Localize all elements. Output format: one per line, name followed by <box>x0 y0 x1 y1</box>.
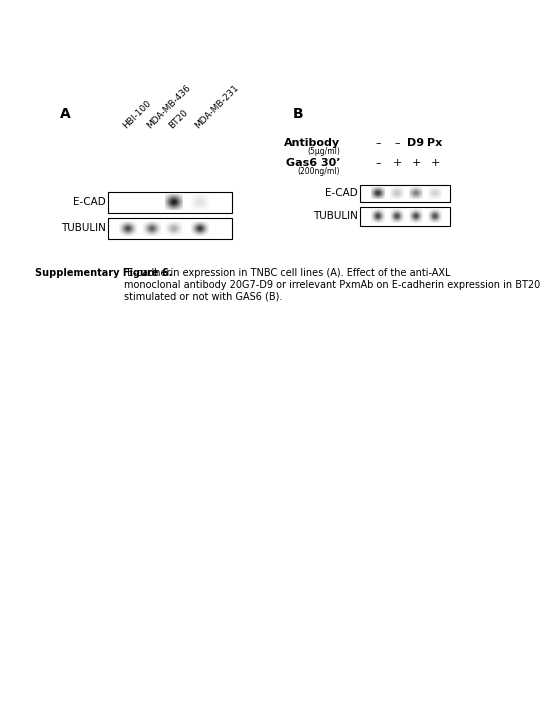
Text: TUBULIN: TUBULIN <box>313 211 358 221</box>
Text: Antibody: Antibody <box>284 138 340 148</box>
Text: Px: Px <box>427 138 443 148</box>
Text: +: + <box>393 158 402 168</box>
Bar <box>360 207 450 226</box>
Text: Gas6 30’: Gas6 30’ <box>286 158 340 168</box>
Text: A: A <box>60 107 71 121</box>
Text: Supplementary Figure 6.: Supplementary Figure 6. <box>35 268 172 278</box>
Text: MDA-MB-436: MDA-MB-436 <box>146 83 193 130</box>
Text: +: + <box>430 158 440 168</box>
Text: –: – <box>375 138 381 148</box>
Text: E-CAD: E-CAD <box>325 188 358 198</box>
Bar <box>108 192 232 213</box>
Text: (5μg/ml): (5μg/ml) <box>307 146 340 156</box>
Bar <box>108 218 232 239</box>
Text: HBI-100: HBI-100 <box>122 98 153 130</box>
Text: MDA-MB-231: MDA-MB-231 <box>194 83 241 130</box>
Bar <box>360 185 450 202</box>
Text: BT20: BT20 <box>167 107 190 130</box>
Text: +: + <box>411 158 421 168</box>
Text: D9: D9 <box>408 138 424 148</box>
Text: E-CAD: E-CAD <box>73 197 106 207</box>
Text: E-cadherin expression in TNBC cell lines (A). Effect of the anti-AXL
monoclonal : E-cadherin expression in TNBC cell lines… <box>124 268 540 301</box>
Text: (200ng/ml): (200ng/ml) <box>298 166 340 176</box>
Text: –: – <box>375 158 381 168</box>
Text: TUBULIN: TUBULIN <box>61 223 106 233</box>
Text: –: – <box>394 138 400 148</box>
Text: B: B <box>293 107 303 121</box>
